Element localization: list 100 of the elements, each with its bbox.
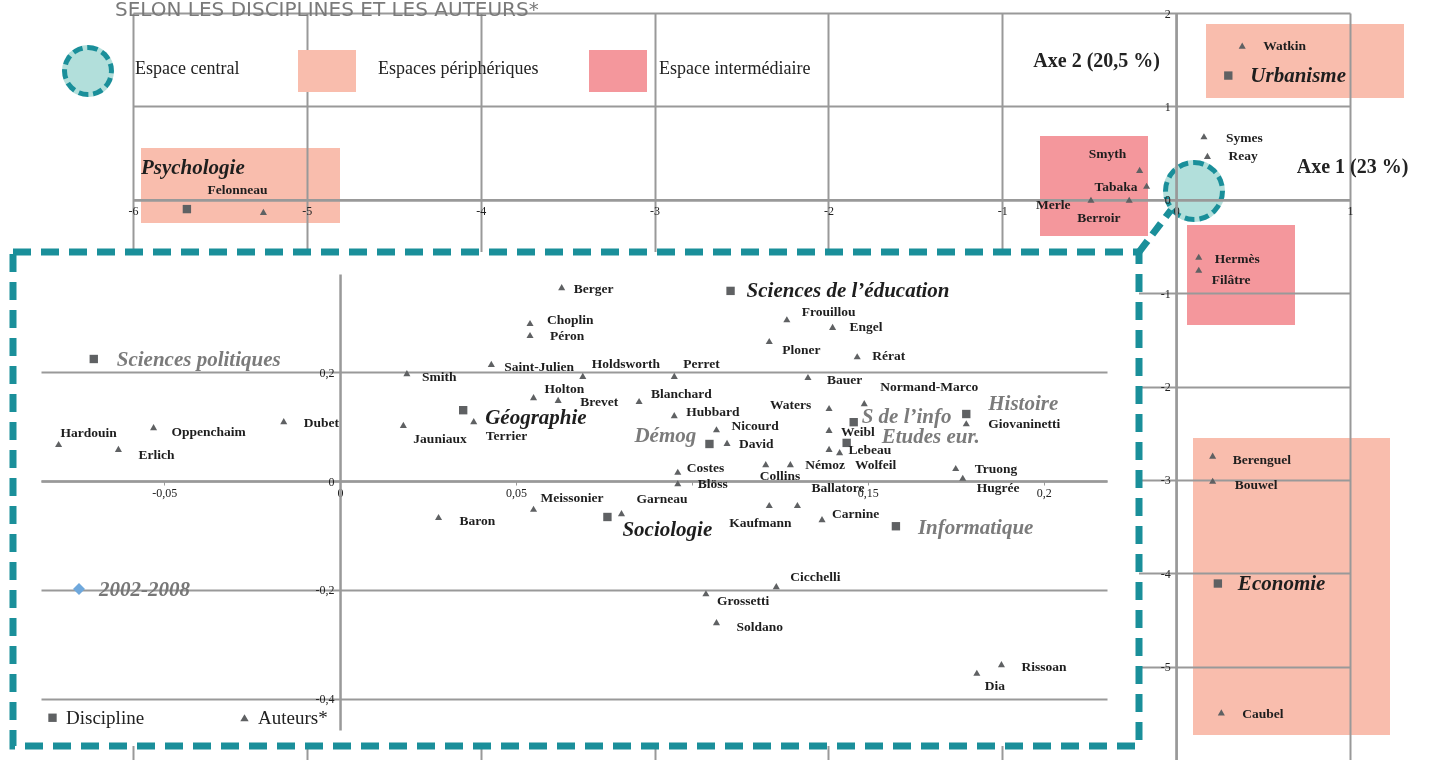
point	[705, 439, 714, 449]
data-label: Engel	[849, 318, 883, 334]
data-label: Hermès	[1214, 250, 1260, 266]
point	[860, 400, 868, 407]
y-axis-title: Axe 2 (20,5 %)	[1033, 48, 1160, 72]
point	[825, 445, 833, 452]
data-label: Bouwel	[1234, 476, 1278, 492]
point	[399, 421, 407, 428]
point	[670, 372, 678, 379]
point	[530, 505, 538, 512]
data-label: Grossetti	[716, 593, 770, 609]
data-label: Smith	[421, 369, 457, 385]
point	[1209, 477, 1217, 484]
point	[526, 331, 534, 339]
point	[712, 619, 721, 626]
x-tick-label: -4	[476, 204, 487, 219]
data-label: Démog	[633, 422, 697, 447]
y-tick-label: 2	[1164, 6, 1171, 21]
point	[723, 439, 731, 446]
point	[674, 468, 682, 475]
data-label: Sciences politiques	[116, 346, 281, 371]
data-label: Lebeau	[848, 442, 892, 458]
point	[825, 426, 833, 433]
point	[435, 513, 443, 521]
data-label: Informatique	[916, 515, 1034, 540]
data-label: Reay	[1228, 147, 1258, 163]
point	[459, 406, 468, 415]
data-label: Terrier	[485, 428, 528, 444]
point	[558, 284, 566, 291]
data-label: Soldano	[736, 619, 784, 635]
data-label: Némoz	[805, 457, 846, 473]
point	[853, 353, 861, 360]
data-label: Collins	[759, 468, 801, 484]
point	[1195, 253, 1203, 260]
point	[793, 501, 801, 509]
data-label: David	[739, 435, 775, 451]
point	[786, 461, 794, 468]
x-tick-label: -6	[128, 204, 139, 219]
data-label: Waters	[770, 397, 812, 413]
data-label: Costes	[686, 459, 725, 475]
data-label: Normand-Marco	[880, 379, 979, 395]
data-label: Caubel	[1242, 706, 1284, 722]
point	[1224, 71, 1233, 80]
x-tick-label: 0,2	[1036, 485, 1052, 500]
data-label: Berenguel	[1232, 451, 1292, 467]
x-tick-label: -0,05	[152, 485, 178, 500]
annotation: Espace central	[135, 58, 240, 79]
point	[526, 319, 534, 327]
point	[89, 354, 98, 364]
point	[114, 445, 122, 452]
point	[891, 522, 901, 531]
point	[403, 370, 411, 377]
point	[487, 360, 495, 367]
y-tick-label: -2	[1160, 380, 1171, 394]
data-label: Péron	[550, 328, 585, 344]
data-label: Sociologie	[622, 516, 713, 541]
point	[829, 323, 837, 330]
y-tick-label: -1	[1160, 286, 1171, 301]
data-label: Perret	[683, 355, 721, 371]
data-label: Symes	[1225, 130, 1263, 146]
point	[765, 337, 773, 345]
y-tick-label: -5	[1160, 660, 1171, 675]
point	[962, 409, 971, 419]
point	[804, 373, 812, 381]
point	[842, 438, 851, 448]
data-label: Baron	[459, 512, 496, 528]
data-label: Smyth	[1088, 145, 1127, 161]
point	[1238, 42, 1246, 49]
point	[997, 661, 1005, 668]
point	[259, 208, 267, 215]
data-label: Truong	[974, 460, 1018, 476]
data-label: Erlich	[138, 446, 175, 462]
data-label: Hugrée	[976, 479, 1020, 495]
data-label: Rérat	[872, 348, 906, 364]
data-label: Ploner	[782, 342, 821, 358]
y-tick-label: 1	[1164, 99, 1171, 114]
legend-label: Auteurs*	[258, 706, 328, 728]
x-tick-label: 1	[1347, 204, 1354, 219]
x-tick-label: -3	[650, 204, 661, 219]
point	[765, 501, 773, 509]
x-axis-title: Axe 1 (23 %)	[1296, 155, 1409, 179]
point	[530, 394, 538, 401]
point	[712, 426, 721, 433]
point	[1136, 166, 1144, 173]
data-label: Histoire	[987, 391, 1059, 416]
point	[762, 461, 770, 468]
point	[617, 510, 626, 517]
data-label: Felonneau	[207, 181, 268, 197]
point	[603, 512, 612, 522]
point	[670, 412, 678, 419]
point	[1209, 452, 1217, 459]
point	[1125, 196, 1133, 203]
data-label: Merle	[1035, 196, 1071, 212]
data-label: Frouillou	[801, 304, 857, 320]
point	[182, 204, 192, 214]
point	[1203, 152, 1211, 159]
point	[783, 316, 791, 323]
point	[772, 583, 780, 590]
data-label: Giovaninetti	[988, 416, 1061, 432]
annotation: Espace intermédiaire	[659, 58, 811, 79]
